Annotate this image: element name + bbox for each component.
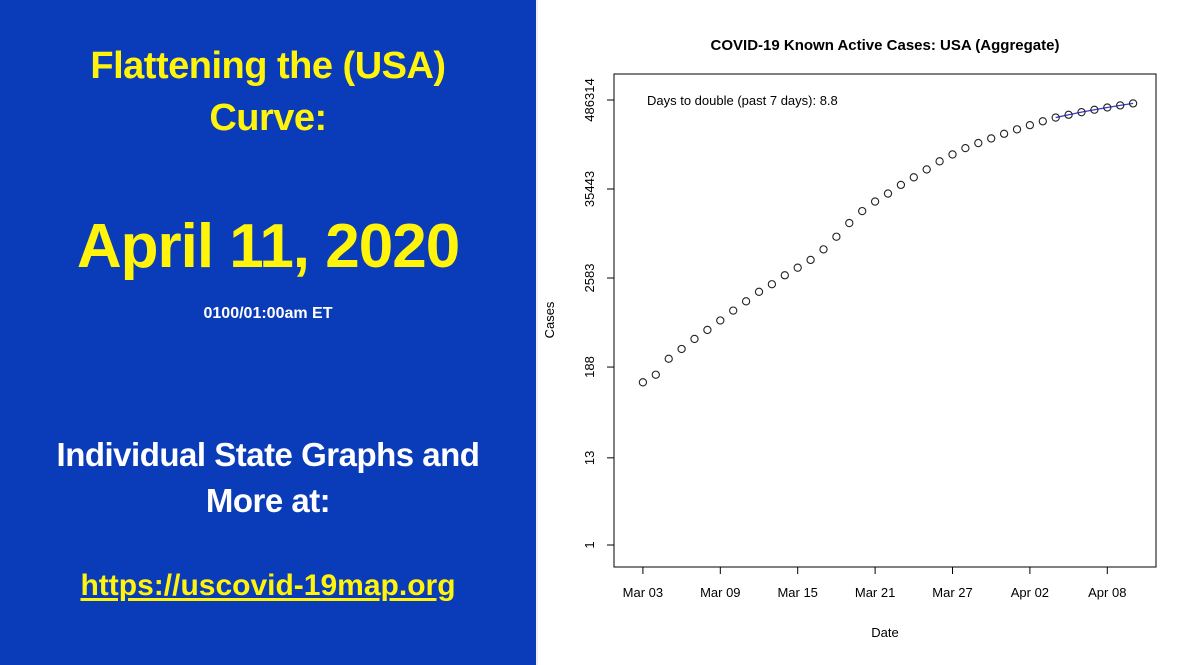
data-point	[961, 143, 970, 153]
website-link-container: https://uscovid-19map.org	[0, 564, 536, 608]
data-point	[1051, 113, 1060, 122]
chart-title: COVID-19 Known Active Cases: USA (Aggreg…	[711, 37, 1060, 54]
data-point	[819, 245, 828, 254]
y-tick-label: 1	[582, 541, 597, 548]
x-tick-label: Mar 21	[855, 585, 895, 600]
x-tick-label: Mar 15	[777, 585, 817, 600]
data-point	[1103, 103, 1112, 112]
data-points	[638, 99, 1138, 387]
data-point	[1038, 117, 1047, 126]
data-point	[690, 334, 699, 344]
data-point	[1064, 110, 1073, 119]
data-point	[677, 344, 686, 354]
data-point	[870, 197, 880, 206]
data-point	[1090, 105, 1099, 114]
data-point	[974, 138, 983, 148]
data-point	[909, 173, 918, 182]
y-axis-label: Cases	[542, 301, 557, 338]
data-point	[806, 255, 815, 265]
x-tick-label: Mar 27	[932, 585, 972, 600]
more-info-text: Individual State Graphs and More at:	[0, 432, 536, 524]
data-point	[1116, 101, 1125, 110]
data-point	[858, 206, 867, 216]
data-point	[664, 354, 673, 363]
x-tick-label: Mar 09	[700, 585, 740, 600]
headline-line-2: Curve:	[209, 97, 327, 139]
data-point	[638, 378, 648, 387]
trend-line-group	[1055, 102, 1134, 119]
data-point	[922, 165, 931, 174]
data-point	[767, 280, 777, 289]
y-axis: 1 13 188 2583 35443 486314	[582, 78, 615, 549]
data-point	[780, 271, 789, 280]
x-tick-label: Apr 08	[1088, 585, 1126, 600]
y-tick-label: 486314	[582, 78, 597, 121]
x-axis: Mar 03 Mar 09 Mar 15 Mar 21 Mar 27 Apr 02 Apr …	[623, 566, 1126, 600]
data-point	[935, 157, 944, 166]
data-point	[1012, 125, 1022, 134]
data-point	[896, 180, 906, 190]
data-point	[703, 325, 712, 335]
data-point	[741, 297, 751, 306]
update-time: 0100/01:00am ET	[203, 305, 333, 322]
y-tick-label: 188	[582, 356, 597, 378]
cases-chart: COVID-19 Known Active Cases: USA (Aggreg…	[542, 37, 1157, 640]
plot-frame	[613, 73, 1157, 568]
data-point	[987, 134, 996, 143]
data-point	[729, 306, 738, 315]
x-axis-label: Date	[871, 625, 898, 640]
data-point	[1025, 121, 1035, 130]
y-tick-label: 13	[582, 451, 597, 465]
data-point	[883, 189, 893, 198]
data-point	[754, 287, 764, 296]
date-heading: April 11, 2020	[76, 212, 460, 281]
more-info-line-2: More at:	[205, 482, 331, 519]
x-tick-label: Mar 03	[623, 585, 663, 600]
doubling-annotation: Days to double (past 7 days): 8.8	[647, 93, 838, 108]
data-point	[999, 129, 1009, 138]
more-info-line-1: Individual State Graphs and	[56, 436, 480, 473]
title-panel: Flattening the (USA) Curve: April 11, 20…	[0, 0, 536, 665]
x-tick-label: Apr 02	[1011, 585, 1049, 600]
data-point	[845, 218, 854, 228]
data-point	[1077, 108, 1086, 117]
data-point	[651, 370, 660, 379]
data-point	[716, 316, 725, 325]
data-point	[832, 232, 841, 241]
headline: Flattening the (USA) Curve:	[0, 40, 536, 144]
data-point	[1128, 99, 1138, 108]
data-point	[948, 150, 957, 159]
headline-line-1: Flattening the (USA)	[90, 45, 446, 87]
panel-divider	[536, 0, 538, 665]
y-tick-label: 35443	[582, 171, 597, 207]
y-tick-label: 2583	[582, 264, 597, 293]
trend-line	[1055, 102, 1134, 119]
data-point	[793, 263, 802, 272]
website-link[interactable]: https://uscovid-19map.org	[80, 569, 456, 602]
